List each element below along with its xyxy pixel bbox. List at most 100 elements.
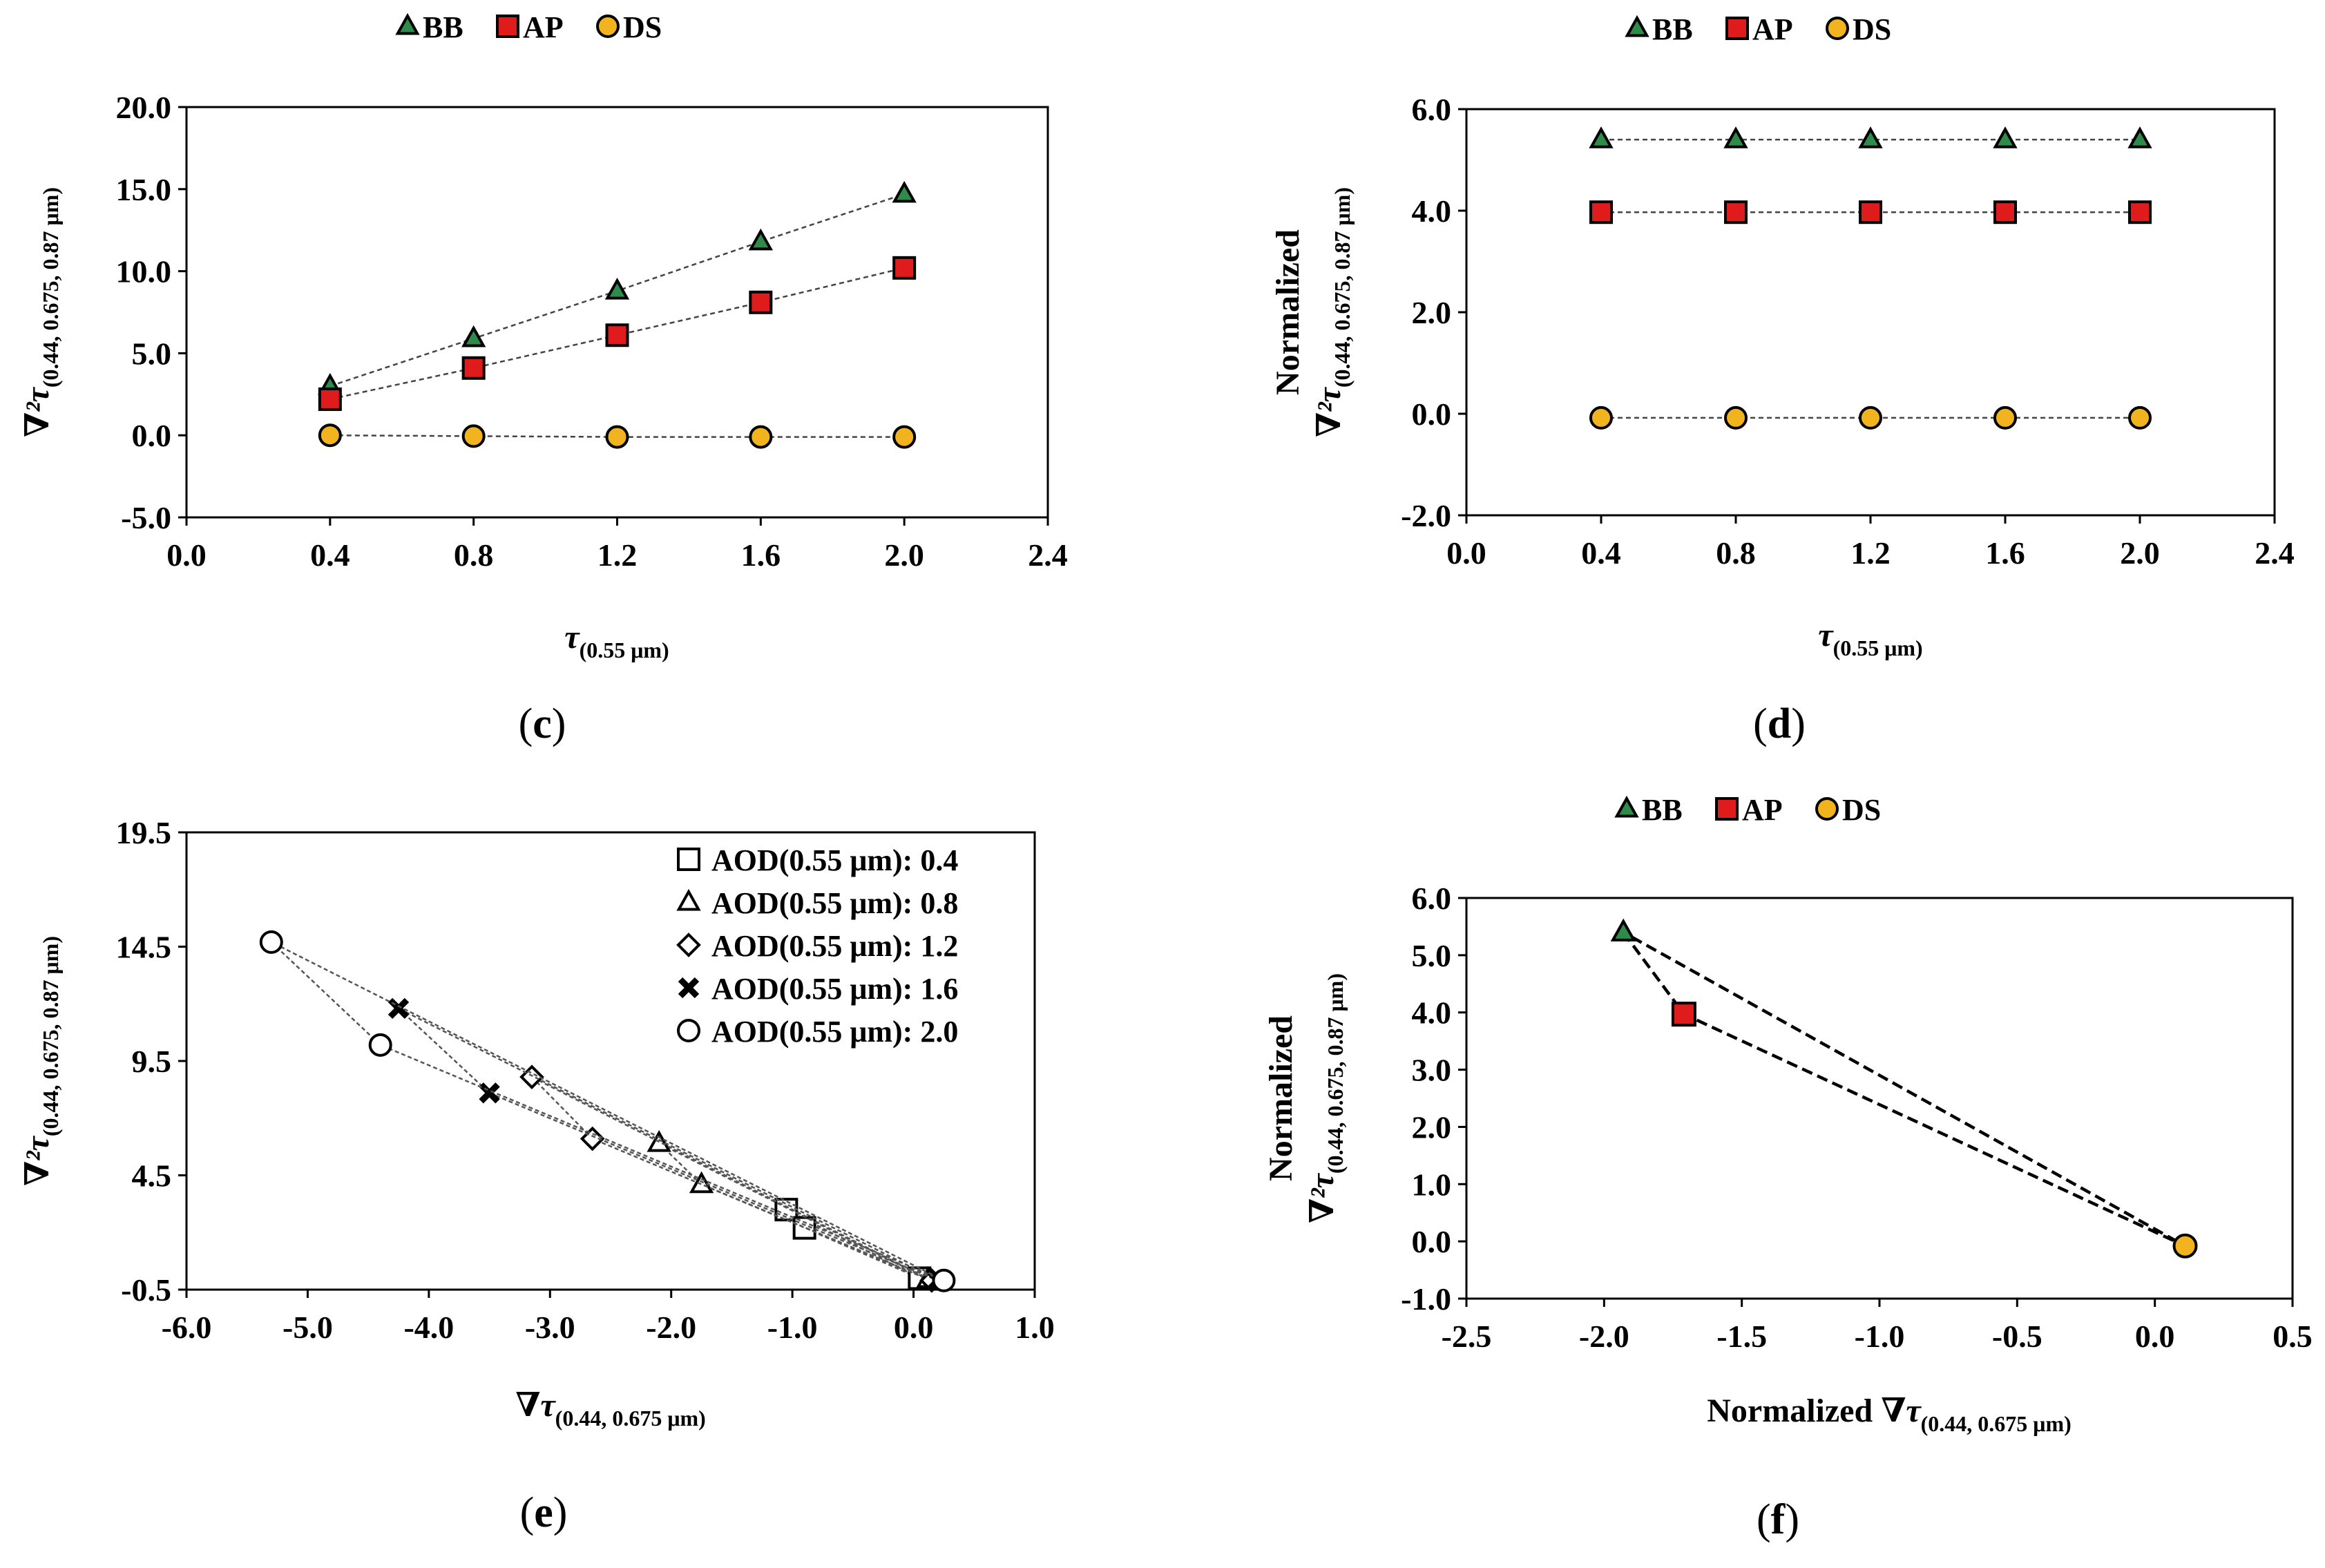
point-ap: [318, 387, 342, 411]
x-label-prefix: Normalized: [1707, 1393, 1881, 1429]
legend-label-aod: AOD(0.55 μm): 0.4: [711, 843, 958, 877]
x-tick-label: -4.0: [403, 1310, 454, 1345]
x-tick-label: -3.0: [525, 1310, 575, 1345]
legend-label-aod: AOD(0.55 μm): 2.0: [711, 1015, 958, 1049]
panel-letter: d: [1768, 700, 1791, 747]
y-tick-label: -5.0: [121, 500, 171, 535]
x-tick-label: 1.0: [1015, 1310, 1055, 1345]
point-bb: [892, 180, 917, 203]
y-label-main: ∇²τ(0.44, 0.675, 0.87 μm): [1311, 187, 1355, 437]
y-tick-label: 0.0: [1412, 1224, 1452, 1259]
point-ds: [1589, 405, 1613, 430]
x-tick-label: -5.0: [283, 1310, 333, 1345]
point-aod: [259, 930, 283, 954]
marker-stroke: [678, 977, 700, 999]
legend: BB AP DS: [395, 10, 662, 44]
x-axis-label: τ(0.55 μm): [564, 619, 669, 662]
x-tick-label: -6.0: [162, 1310, 212, 1345]
panel-paren: (: [1757, 1496, 1771, 1543]
x-tick-label: 1.6: [741, 537, 781, 573]
x-tick-label: 0.8: [1716, 535, 1756, 571]
y-tick-label: 3.0: [1412, 1053, 1452, 1088]
legend-marker-ap: [1715, 797, 1739, 821]
y-label-symbol: ∇²τ: [1304, 1172, 1341, 1223]
x-tick-label: -1.0: [767, 1310, 818, 1345]
legend-label-aod: AOD(0.55 μm): 1.6: [711, 972, 958, 1006]
x-label-subscript: (0.44, 0.675 μm): [1921, 1411, 2072, 1436]
panel-paren: ): [1791, 700, 1806, 747]
point-aod: [479, 1082, 500, 1104]
panel-paren: (: [1753, 700, 1768, 747]
y-tick-label: 0.0: [1412, 396, 1452, 432]
legend: BB AP DS: [1614, 793, 1881, 827]
point-ap: [1859, 200, 1882, 224]
y-label-symbol: ∇²τ: [19, 1135, 56, 1186]
legend-label-aod: AOD(0.55 μm): 0.8: [711, 886, 958, 920]
point-ds: [1993, 405, 2017, 430]
x-tick-label: 0.5: [2273, 1319, 2313, 1354]
point-bb: [1723, 126, 1748, 149]
x-tick-label: -2.0: [646, 1310, 696, 1345]
x-tick-label: 2.4: [1028, 537, 1068, 573]
panel-paren: (: [520, 1489, 535, 1536]
y-tick-label: 9.5: [132, 1044, 172, 1079]
panel-d: 0.0 0.4 0.8 1.2 1.6 2.0 2.4-2.00.02.04.06.0τ(0…: [1270, 12, 2295, 747]
x-label-subscript: (0.55 μm): [580, 638, 669, 662]
panel-paren: ): [552, 700, 566, 747]
point-ap: [605, 323, 629, 347]
x-label-symbol: τ: [1818, 617, 1834, 653]
point-aod: [932, 1268, 956, 1292]
point-ds: [2128, 405, 2152, 430]
x-tick-label: 0.4: [1581, 535, 1621, 571]
panel-paren: ): [1785, 1496, 1799, 1543]
y-tick-label: 6.0: [1412, 92, 1452, 127]
y-label-subscript: (0.44, 0.675, 0.87 μm): [1330, 187, 1355, 388]
series-line-ds: [329, 434, 905, 438]
point-ap: [892, 256, 917, 280]
legend-label-bb: BB: [423, 10, 463, 44]
legend-marker-ds: [1826, 17, 1849, 40]
legend-marker-aod: [677, 848, 700, 871]
x-tick-label: 0.4: [310, 537, 350, 573]
y-label-subscript: (0.44, 0.675, 0.87 μm): [38, 187, 63, 388]
y-tick-label: 4.0: [1412, 995, 1452, 1031]
y-axis-label: Normalized∇²τ(0.44, 0.675, 0.87 μm): [1270, 187, 1355, 437]
x-axis-label: Normalized ∇τ(0.44, 0.675 μm): [1707, 1393, 2072, 1436]
point-ap: [2128, 200, 2152, 224]
panel-e: -6.0 -5.0 -4.0 -3.0 -2.0 -1.0 0.0 1.0 -0.5 4.5 9.5…: [19, 815, 1055, 1536]
y-tick-label: 20.0: [116, 90, 172, 125]
legend-marker-ap: [496, 15, 519, 38]
panel-paren: (: [519, 700, 533, 747]
legend-marker-bb: [395, 12, 420, 35]
y-tick-label: 19.5: [116, 815, 172, 850]
legend-label-ds: DS: [1842, 793, 1881, 827]
y-tick-label: 15.0: [116, 172, 172, 207]
panel-label: (e): [520, 1489, 568, 1536]
x-axis-label: ∇τ(0.44, 0.675 μm): [515, 1387, 706, 1431]
x-label-subscript: (0.44, 0.675 μm): [555, 1406, 706, 1431]
legend-marker-bb: [1625, 15, 1649, 37]
marker-stroke: [387, 997, 410, 1020]
y-label-symbol: ∇²τ: [19, 386, 56, 437]
point-bb: [2127, 126, 2152, 149]
point-ap: [1589, 200, 1613, 224]
point-bb: [1993, 126, 2018, 149]
legend-label-ap: AP: [523, 10, 564, 44]
y-label-main: ∇²τ(0.44, 0.675, 0.87 μm): [19, 936, 63, 1186]
y-tick-label: -2.0: [1401, 498, 1451, 533]
point-ds: [605, 425, 629, 449]
panel-label: (d): [1753, 700, 1806, 747]
point-bb: [461, 325, 486, 347]
x-tick-label: -1.5: [1716, 1319, 1767, 1354]
x-tick-label: 1.6: [1985, 535, 2025, 571]
panel-paren: ): [553, 1489, 568, 1536]
point-ap: [1724, 200, 1748, 224]
x-tick-label: -0.5: [1992, 1319, 2042, 1354]
legend-marker-aod: [677, 1019, 700, 1042]
point-bb: [1858, 126, 1883, 149]
y-tick-label: 14.5: [116, 930, 172, 965]
legend-label-ds: DS: [1853, 12, 1891, 46]
point-ds: [461, 424, 486, 448]
y-axis-label: ∇²τ(0.44, 0.675, 0.87 μm): [19, 936, 63, 1186]
y-label-symbol: ∇²τ: [1311, 386, 1348, 437]
